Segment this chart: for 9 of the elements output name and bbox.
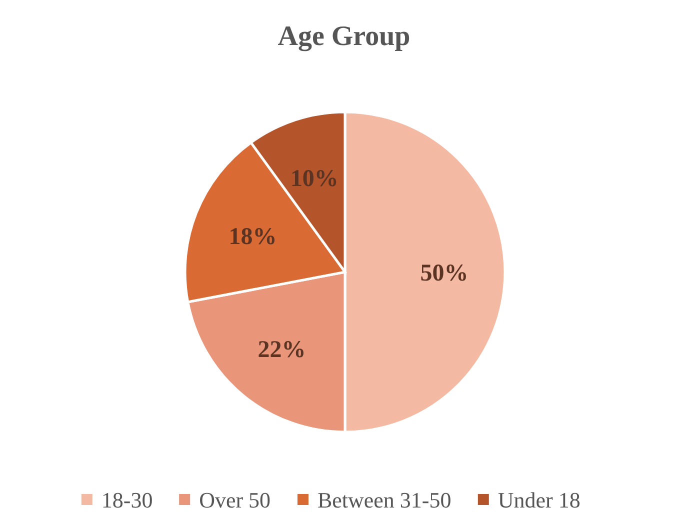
data-label: 50% <box>420 260 468 286</box>
legend-label: Under 18 <box>498 488 580 513</box>
legend-label: Over 50 <box>199 488 271 513</box>
chart-title: Age Group <box>278 21 410 52</box>
legend-label: Between 31-50 <box>317 488 452 513</box>
data-label: 10% <box>290 166 338 192</box>
data-label: 18% <box>228 224 277 250</box>
data-label: 22% <box>258 336 306 363</box>
legend-label: 18-30 <box>101 488 153 513</box>
